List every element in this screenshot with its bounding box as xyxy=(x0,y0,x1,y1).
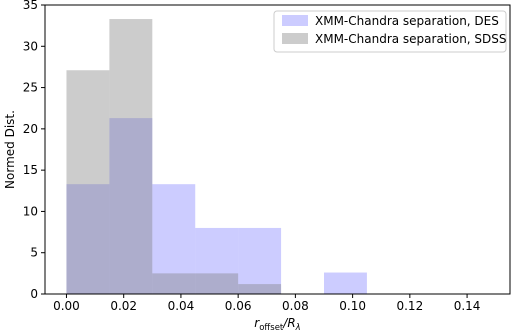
x-tick-label: 0.12 xyxy=(396,299,423,313)
legend-swatch xyxy=(282,33,308,44)
x-tick-label: 0.00 xyxy=(53,299,80,313)
legend-box xyxy=(273,10,507,53)
y-axis-label: Normed Dist. xyxy=(3,110,17,189)
x-axis-label-base: r xyxy=(254,316,260,330)
legend-label: XMM-Chandra separation, DES xyxy=(315,14,499,28)
x-axis-label: roffset/Rλ xyxy=(254,316,300,333)
x-tick-label: 0.08 xyxy=(282,299,309,313)
histogram-bar-series-0-bin-2 xyxy=(152,184,196,294)
plot-frame xyxy=(44,4,511,295)
histogram-bar-series-1-bin-2 xyxy=(152,273,196,294)
y-tick-label: 30 xyxy=(23,39,38,53)
x-axis-ticks: 0.00 0.02 0.04 0.06 0.08 0.10 0.12 0.14 xyxy=(53,294,480,313)
y-tick-label: 15 xyxy=(23,163,38,177)
x-axis-label-sep: /R xyxy=(282,316,295,330)
histogram-bar-series-1-bin-3 xyxy=(195,273,239,294)
x-tick-label: 0.10 xyxy=(339,299,366,313)
histogram-bar-series-1-bin-0 xyxy=(66,70,110,294)
y-tick-label: 5 xyxy=(30,246,38,260)
y-tick-label: 25 xyxy=(23,81,38,95)
x-tick-label: 0.14 xyxy=(454,299,481,313)
histogram-bars xyxy=(66,19,367,295)
histogram-bar-series-1-bin-4 xyxy=(238,284,282,294)
histogram-bar-series-0-bin-4 xyxy=(238,227,282,294)
y-tick-label: 35 xyxy=(23,0,38,12)
legend: XMM-Chandra separation, DES XMM-Chandra s… xyxy=(273,10,507,53)
y-axis-ticks: 0 5 10 15 20 25 30 35 xyxy=(23,0,45,301)
histogram-bar-series-0-bin-6 xyxy=(324,272,367,294)
x-tick-label: 0.06 xyxy=(225,299,252,313)
x-tick-label: 0.04 xyxy=(168,299,195,313)
legend-swatch xyxy=(282,15,308,26)
y-tick-label: 20 xyxy=(23,122,38,136)
y-tick-label: 10 xyxy=(23,204,38,218)
histogram-bar-series-1-bin-1 xyxy=(109,19,153,295)
x-axis-label-sub1: offset xyxy=(259,323,284,333)
histogram-bar-series-0-bin-3 xyxy=(195,227,239,294)
x-tick-label: 0.02 xyxy=(110,299,137,313)
histogram-bar-series-0-bin-1 xyxy=(109,118,153,294)
x-axis-label-sub2: λ xyxy=(295,323,301,333)
legend-label: XMM-Chandra separation, SDSS xyxy=(315,32,507,46)
histogram-bar-series-0-bin-0 xyxy=(66,184,110,294)
y-tick-label: 0 xyxy=(30,287,38,301)
